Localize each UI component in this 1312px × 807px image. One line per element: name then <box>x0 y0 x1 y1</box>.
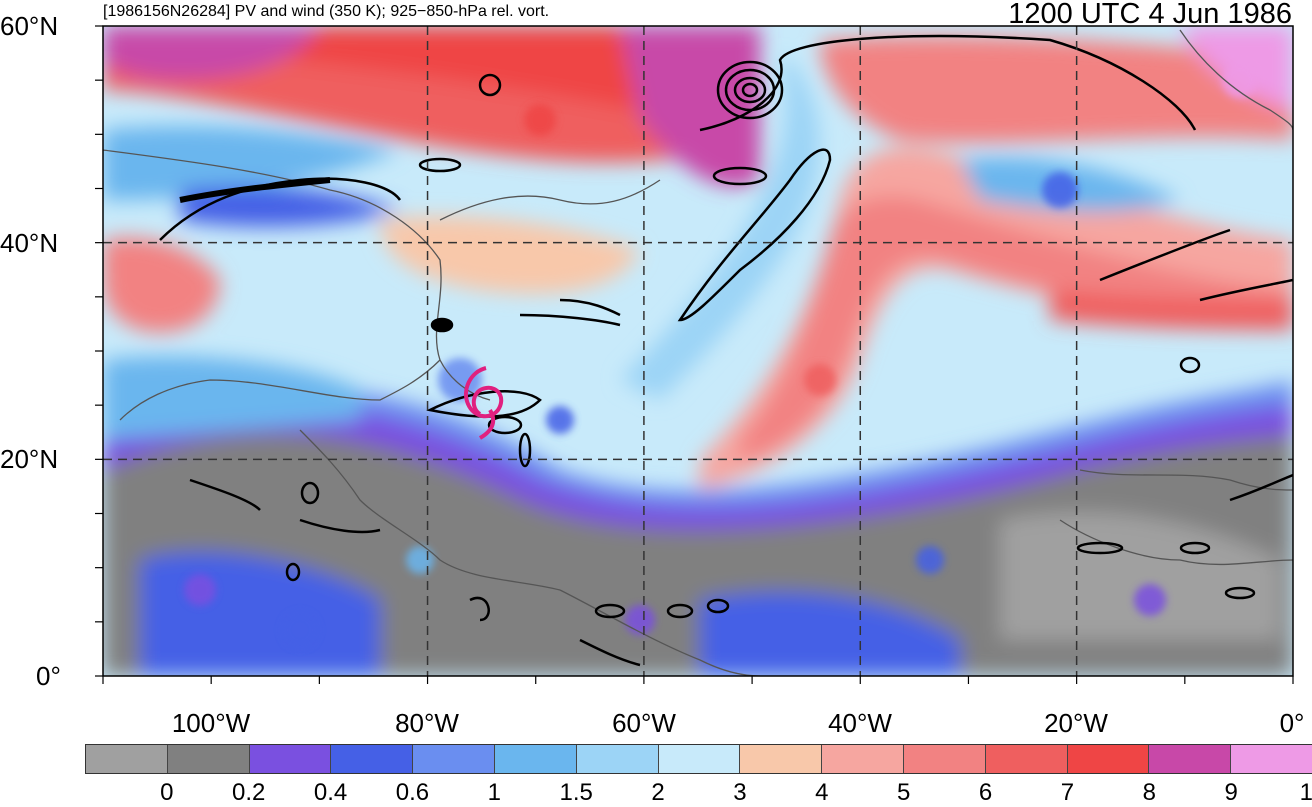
colorbar-swatch <box>985 745 1068 773</box>
valid-time: 1200 UTC 4 Jun 1986 <box>1008 0 1292 30</box>
colorbar-tick-label: 7 <box>1060 779 1075 806</box>
colorbar-swatch <box>86 745 168 773</box>
colorbar-tick-label: 3 <box>733 779 747 806</box>
lat-label-20n: 20°N <box>0 444 59 474</box>
lon-label-40w: 40°W <box>828 708 892 738</box>
colorbar-swatch <box>740 745 823 773</box>
lon-label-0: 0° <box>1279 708 1305 738</box>
colorbar-swatch <box>494 745 577 773</box>
coastlines <box>103 29 1293 676</box>
colorbar-tick-label: 0.6 <box>395 779 430 806</box>
lon-label-60w: 60°W <box>612 708 676 738</box>
vorticity-contours <box>159 34 1293 667</box>
colorbar-tick-label: 5 <box>896 779 911 806</box>
colorbar-tick-label: 1 <box>487 779 502 806</box>
colorbar-swatch <box>167 745 250 773</box>
lon-label-20w: 20°W <box>1044 708 1108 738</box>
lon-label-100w: 100°W <box>171 708 251 738</box>
graticule <box>103 26 1293 676</box>
pv-field <box>103 26 1293 676</box>
colorbar-swatch <box>413 745 495 773</box>
colorbar-swatch <box>1067 745 1150 773</box>
colorbar-swatch <box>822 745 904 773</box>
colorbar-tick-label: 4 <box>815 779 829 806</box>
colorbar-swatch <box>658 745 741 773</box>
colorbar-tick-label: 9 <box>1224 779 1238 806</box>
colorbar-swatch <box>331 745 414 773</box>
lat-label-0: 0° <box>36 661 61 691</box>
colorbar-tick-label: 10 <box>1299 779 1312 806</box>
colorbar-swatch <box>1231 745 1312 773</box>
colorbar-swatch <box>903 745 986 773</box>
colorbar-tick-label: 8 <box>1142 779 1156 806</box>
colorbar-swatch <box>1149 745 1232 773</box>
axis-ticks <box>95 25 1294 684</box>
lat-label-40n: 40°N <box>0 228 59 258</box>
colorbar <box>85 744 1312 774</box>
colorbar-swatch <box>576 745 659 773</box>
colorbar-tick-label: 0 <box>160 779 174 806</box>
colorbar-swatch <box>249 745 332 773</box>
colorbar-tick-label: 0.4 <box>313 779 348 806</box>
lon-label-80w: 80°W <box>395 708 459 738</box>
colorbar-tick-label: 6 <box>978 779 993 806</box>
colorbar-tick-label: 0.2 <box>232 779 266 806</box>
tropical-cyclone-icon <box>464 366 504 440</box>
colorbar-tick-label: 1.5 <box>559 779 593 806</box>
colorbar-tick-label: 2 <box>651 779 665 806</box>
lat-label-60n: 60°N <box>0 11 59 41</box>
map-title: [1986156N26284] PV and wind (350 K); 925… <box>103 3 550 20</box>
map-panel <box>95 25 1294 684</box>
